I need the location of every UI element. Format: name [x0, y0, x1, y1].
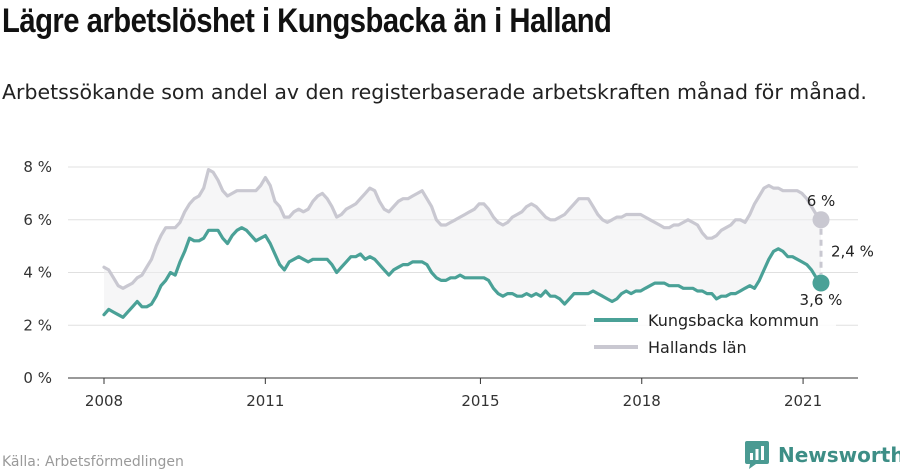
- kungsbacka-end-point: [812, 274, 830, 292]
- newsworthy-logo-icon: [745, 441, 769, 469]
- gap-area: [104, 169, 821, 318]
- x-tick-label: 2018: [623, 392, 661, 410]
- series-line-halland: [102, 168, 823, 290]
- end-annotations: 6 % 2,4 % 3,6 %: [800, 192, 874, 309]
- brand-logo[interactable]: Newsworthy: [744, 440, 900, 470]
- legend-background: [586, 307, 836, 363]
- difference-label: 2,4 %: [831, 242, 874, 260]
- legend-label: Kungsbacka kommun: [648, 311, 819, 330]
- y-tick-labels: 0 % 2 % 4 % 6 % 8 %: [23, 158, 52, 387]
- x-axis: 2008 2011 2015 2018 2021: [68, 377, 858, 410]
- legend: Kungsbacka kommun Hallands län: [586, 307, 836, 363]
- y-tick-label: 6 %: [23, 211, 52, 229]
- source-note: Källa: Arbetsförmedlingen: [2, 454, 184, 470]
- chart-title: Lägre arbetslöshet i Kungsbacka än i Hal…: [2, 2, 612, 40]
- x-tick-label: 2021: [784, 392, 822, 410]
- y-tick-label: 0 %: [23, 369, 52, 387]
- x-tick-label: 2015: [461, 392, 499, 410]
- legend-label: Hallands län: [648, 338, 747, 357]
- brand-name: Newsworthy: [778, 443, 900, 467]
- y-tick-label: 2 %: [23, 316, 52, 334]
- kungsbacka-end-label: 3,6 %: [800, 291, 843, 309]
- halland-end-point: [812, 211, 830, 229]
- series-line-kungsbacka: [102, 226, 823, 319]
- chart-subtitle: Arbetssökande som andel av den registerb…: [2, 80, 867, 104]
- x-tick-label: 2008: [85, 392, 123, 410]
- series-lines: [102, 168, 823, 319]
- y-tick-label: 4 %: [23, 264, 52, 282]
- y-tick-label: 8 %: [23, 158, 52, 176]
- line-chart: 0 % 2 % 4 % 6 % 8 % 2008 2011 2015 2018 2021 6 %…: [23, 158, 874, 410]
- x-tick-label: 2011: [246, 392, 284, 410]
- halland-end-label: 6 %: [807, 192, 836, 210]
